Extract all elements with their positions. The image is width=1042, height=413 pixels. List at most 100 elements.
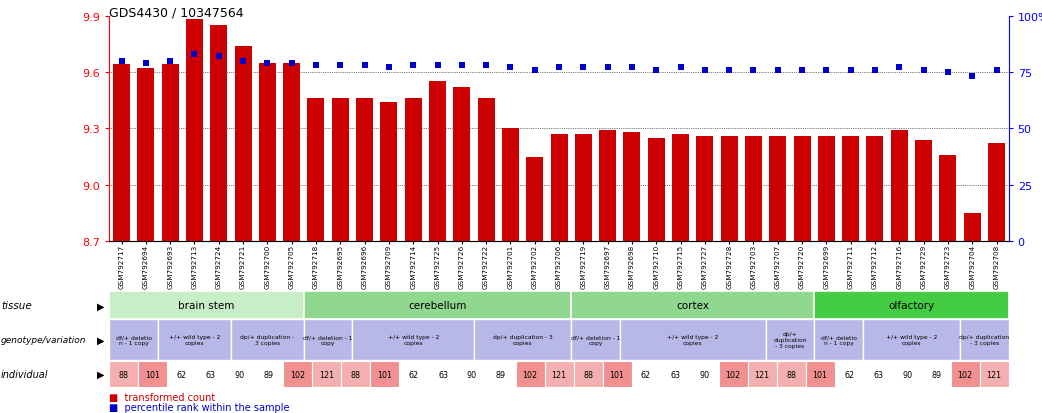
Bar	[690, 361, 719, 387]
Bar	[380, 103, 397, 242]
Text: 63: 63	[438, 370, 448, 379]
Bar	[719, 361, 747, 387]
Text: 102: 102	[522, 370, 538, 379]
Bar	[631, 361, 661, 387]
Point	[575, 65, 592, 71]
Point	[405, 63, 422, 69]
Bar	[113, 65, 130, 242]
Text: +/+ wild type - 2
copies: +/+ wild type - 2 copies	[667, 335, 718, 345]
Text: 62: 62	[844, 370, 854, 379]
Bar	[661, 361, 690, 387]
Point	[599, 65, 616, 71]
Text: dp/+ duplication - 3
copies: dp/+ duplication - 3 copies	[493, 335, 552, 345]
Bar	[575, 135, 592, 242]
Point	[138, 60, 154, 67]
Bar	[835, 361, 864, 387]
Text: +/+ wild type - 2
copies: +/+ wild type - 2 copies	[886, 335, 937, 345]
Bar	[599, 131, 616, 242]
Bar	[747, 361, 776, 387]
Bar	[623, 133, 641, 242]
Text: 89: 89	[496, 370, 506, 379]
Text: 90: 90	[902, 370, 912, 379]
Bar	[138, 69, 154, 242]
Point	[769, 67, 786, 74]
Bar	[964, 214, 981, 242]
Bar	[545, 361, 573, 387]
Point	[380, 65, 397, 71]
Bar	[304, 292, 571, 320]
Bar	[921, 361, 950, 387]
Point	[502, 65, 519, 71]
Point	[745, 67, 762, 74]
Point	[818, 67, 835, 74]
Text: 63: 63	[873, 370, 884, 379]
Text: 102: 102	[958, 370, 972, 379]
Bar	[158, 320, 231, 360]
Bar	[231, 320, 304, 360]
Bar	[648, 138, 665, 242]
Text: 88: 88	[786, 370, 796, 379]
Bar	[109, 292, 304, 320]
Bar	[352, 320, 474, 360]
Text: dp/+ duplication -
3 copies: dp/+ duplication - 3 copies	[241, 335, 295, 345]
Point	[696, 67, 713, 74]
Bar	[940, 155, 957, 242]
Bar	[453, 88, 470, 242]
Text: cortex: cortex	[676, 301, 710, 311]
Bar	[893, 361, 921, 387]
Bar	[304, 320, 352, 360]
Bar	[867, 137, 884, 242]
Point	[672, 65, 689, 71]
Text: 88: 88	[584, 370, 593, 379]
Text: 90: 90	[234, 370, 245, 379]
Bar	[109, 361, 139, 387]
Point	[114, 58, 130, 65]
Point	[526, 67, 543, 74]
Point	[453, 63, 470, 69]
Bar	[766, 320, 814, 360]
Point	[429, 63, 446, 69]
Point	[940, 69, 957, 76]
Text: 121: 121	[987, 370, 1001, 379]
Bar	[428, 361, 457, 387]
Bar	[139, 361, 168, 387]
Text: df/+ deletio
n - 1 copy: df/+ deletio n - 1 copy	[116, 335, 152, 345]
Text: df/+ deletion - 1
copy: df/+ deletion - 1 copy	[303, 335, 353, 345]
Text: ▶: ▶	[97, 335, 104, 345]
Bar	[474, 320, 571, 360]
Bar	[571, 292, 814, 320]
Bar	[842, 137, 860, 242]
Text: dp/+ duplication
- 3 copies: dp/+ duplication - 3 copies	[960, 335, 1010, 345]
Bar	[721, 137, 738, 242]
Bar	[776, 361, 805, 387]
Bar	[950, 361, 979, 387]
Bar	[864, 361, 893, 387]
Bar	[342, 361, 371, 387]
Point	[259, 60, 276, 67]
Text: df/+ deletio
n - 1 copy: df/+ deletio n - 1 copy	[820, 335, 857, 345]
Bar	[573, 361, 602, 387]
Text: ■  transformed count: ■ transformed count	[109, 392, 216, 402]
Bar	[283, 64, 300, 242]
Text: 63: 63	[670, 370, 680, 379]
Text: 102: 102	[725, 370, 741, 379]
Bar	[696, 137, 714, 242]
Text: brain stem: brain stem	[178, 301, 234, 311]
Bar	[487, 361, 516, 387]
Text: cerebellum: cerebellum	[408, 301, 467, 311]
Bar	[988, 144, 1006, 242]
Bar	[960, 320, 1009, 360]
Bar	[794, 137, 811, 242]
Text: dp/+
duplication
- 3 copies: dp/+ duplication - 3 copies	[773, 332, 807, 348]
Bar	[225, 361, 254, 387]
Point	[623, 65, 640, 71]
Bar	[891, 131, 908, 242]
Bar	[429, 82, 446, 242]
Bar	[162, 65, 178, 242]
Text: 101: 101	[610, 370, 624, 379]
Bar	[805, 361, 835, 387]
Text: 89: 89	[932, 370, 941, 379]
Bar	[526, 157, 543, 242]
Bar	[185, 20, 203, 242]
Text: 90: 90	[699, 370, 710, 379]
